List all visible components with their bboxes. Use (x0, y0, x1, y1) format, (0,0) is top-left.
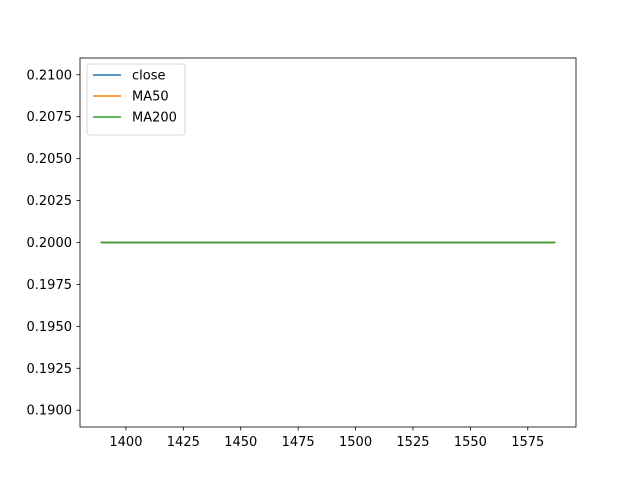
legend-label: MA200 (132, 111, 177, 126)
y-tick-label: 0.2000 (27, 236, 73, 251)
legend-label: close (132, 69, 165, 84)
y-tick-label: 0.2050 (27, 152, 73, 167)
x-tick-label: 1500 (339, 435, 372, 450)
y-tick-label: 0.1900 (27, 404, 73, 419)
x-tick-label: 1425 (167, 435, 200, 450)
x-tick-label: 1525 (396, 435, 429, 450)
y-tick-label: 0.2025 (27, 194, 73, 209)
y-tick-label: 0.1950 (27, 320, 73, 335)
y-tick-label: 0.2075 (27, 110, 73, 125)
x-tick-label: 1400 (109, 435, 142, 450)
x-tick-label: 1550 (454, 435, 487, 450)
y-tick-label: 0.1925 (27, 362, 73, 377)
x-tick-label: 1575 (511, 435, 544, 450)
y-tick-label: 0.2100 (27, 68, 73, 83)
legend-label: MA50 (132, 90, 169, 105)
x-tick-label: 1450 (224, 435, 257, 450)
x-tick-label: 1475 (282, 435, 315, 450)
y-tick-label: 0.1975 (27, 278, 73, 293)
